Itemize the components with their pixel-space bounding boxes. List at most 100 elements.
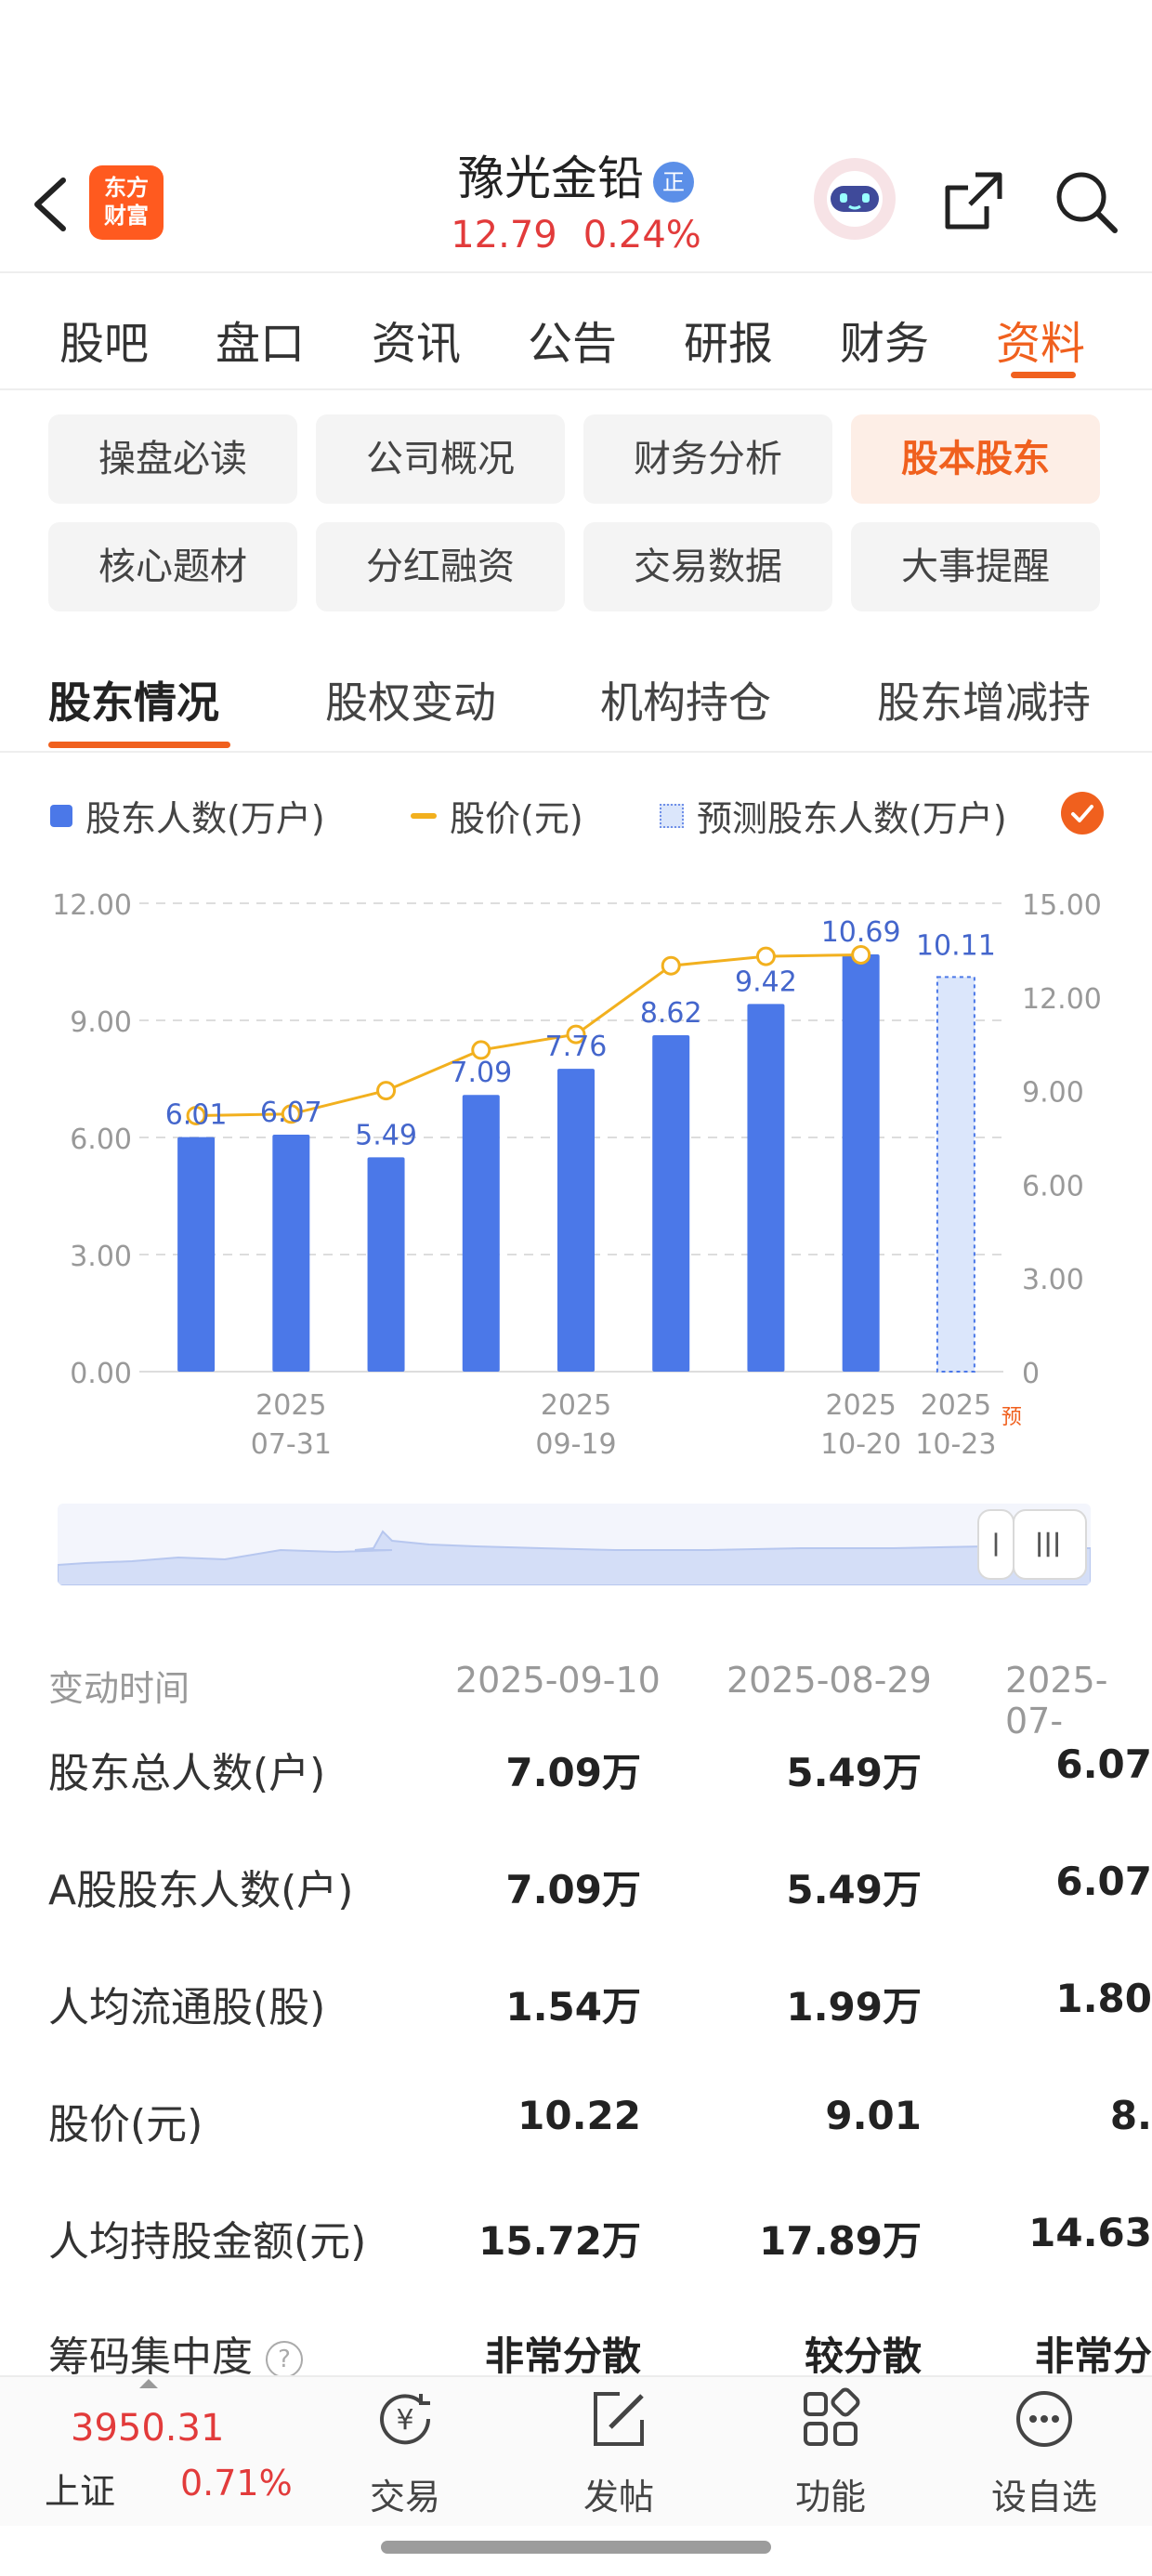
slider-handle-left[interactable] [977,1509,1015,1580]
bar-data-label: 8.62 [640,997,702,1030]
price-point [281,1104,301,1124]
chip-shareholders[interactable]: 股本股东 [851,414,1100,504]
edit-icon [594,2392,644,2446]
chip-events[interactable]: 大事提醒 [851,522,1100,611]
row-label-a-share-holders: A股股东人数(户) [48,1867,354,1914]
table-cell: 10.22 [517,2093,641,2138]
bar-data-label: 7.09 [450,1057,512,1089]
help-icon[interactable]: ? [266,2341,303,2378]
holders-bar [652,1034,690,1372]
y-left-tick-label: 12.00 [52,889,132,922]
price-point [471,1040,491,1060]
share-icon[interactable] [938,165,1009,236]
price-line [196,953,861,1117]
index-name[interactable]: 上证 [45,2471,116,2512]
bar-data-label: 7.76 [545,1031,608,1063]
table-cell: 14.63 [1028,2210,1152,2255]
chip-financial-analysis[interactable]: 财务分析 [583,414,832,504]
holders-chart: 0.00 3.00 6.00 9.00 12.00 0 3.00 6.00 9.00 12.00 1… [52,889,1102,1461]
search-icon[interactable] [1050,165,1120,236]
tab-pankou[interactable]: 盘口 [216,318,306,370]
holders-bar [747,1004,785,1372]
legend-forecast-label: 预测股东人数(万户) [697,798,1007,839]
stock-name: 豫光金铅 [458,151,644,205]
robot-avatar-icon[interactable] [814,158,896,240]
bar-data-label: 9.42 [735,966,797,998]
chip-company-overview[interactable]: 公司概况 [316,414,565,504]
holders-bar [557,1069,595,1372]
legend-holders[interactable]: 股东人数(万户) [50,790,325,841]
index-value[interactable]: 3950.31 [71,2407,225,2450]
table-cell: 6.07 [1055,1741,1152,1787]
active-tab-indicator [1011,372,1076,378]
y-right-tick-label: 0 [1022,1358,1040,1390]
y-right-tick-label: 6.00 [1022,1170,1084,1203]
holders-bar [177,1137,216,1372]
tab-finance[interactable]: 财务 [840,318,930,370]
legend-forecast-swatch [660,803,684,828]
check-icon[interactable] [1061,792,1104,835]
grid-icon [804,2387,860,2446]
bar-data-label: 10.69 [821,916,901,949]
price-point [186,1105,206,1125]
yen-cycle-icon: ¥ [380,2394,431,2445]
forecast-bar [936,976,975,1373]
subtab-institution-holdings[interactable]: 机构持仓 [600,677,771,728]
slider-handle-right[interactable] [1013,1509,1087,1580]
chip-trading-essentials[interactable]: 操盘必读 [48,414,297,504]
x-tick-label: 09-19 [535,1428,616,1461]
y-right-tick-label: 3.00 [1022,1264,1084,1296]
table-cell: 较分散 [804,2333,922,2379]
stock-quote: 12.79 0.24% [0,214,1152,256]
table-col-3: 2025-07- [1005,1660,1108,1741]
forecast-marker-label: 预 [1001,1406,1022,1429]
row-label-avg-holding-value: 人均持股金额(元) [48,2218,367,2266]
bar-data-label: 5.49 [355,1119,417,1151]
legend-bar-swatch [50,804,72,827]
forecast-data-label: 10.11 [916,929,996,962]
home-indicator[interactable] [381,2541,771,2554]
back-icon[interactable] [26,167,82,242]
active-subtab-indicator [48,742,230,748]
svg-text:¥: ¥ [396,2404,413,2437]
table-cell: 7.09万 [505,1750,641,1795]
chip-core-themes[interactable]: 核心题材 [48,522,297,611]
subtab-equity-changes[interactable]: 股权变动 [325,677,496,728]
legend-forecast[interactable]: 预测股东人数(万户) [660,790,1007,841]
chip-trading-data[interactable]: 交易数据 [583,522,832,611]
price-point [661,955,681,976]
tab-news[interactable]: 资讯 [372,318,462,370]
table-cell: 1.99万 [786,1984,922,2030]
table-cell: 5.49万 [786,1750,922,1795]
y-left-tick-label: 0.00 [70,1358,132,1390]
divider [0,388,1152,390]
y-left-tick-label: 3.00 [70,1241,132,1273]
nav-functions[interactable]: 功能 [756,2386,905,2519]
bottom-bar [0,2375,1152,2526]
tab-profile[interactable]: 资料 [996,318,1086,370]
nav-trade-label: 交易 [369,2477,440,2517]
tab-research[interactable]: 研报 [684,318,774,370]
expand-caret-icon[interactable] [139,2379,158,2388]
table-cell: 1.54万 [505,1984,641,2030]
legend-price[interactable]: 股价(元) [411,790,583,841]
table-cell: 非常分 [1034,2333,1152,2379]
index-change-pct[interactable]: 0.71% [180,2463,293,2504]
holders-bar [462,1095,500,1372]
price-point [376,1081,397,1101]
table-col-1: 2025-09-10 [455,1660,661,1701]
range-slider[interactable] [58,1504,1091,1585]
tab-announcements[interactable]: 公告 [528,318,618,370]
divider [0,751,1152,753]
nav-trade[interactable]: ¥ 交易 [331,2386,479,2519]
nav-add-watchlist[interactable]: 设自选 [970,2386,1119,2519]
logo-text-1: 东方 [104,175,149,201]
table-cell: 1.80 [1055,1976,1152,2021]
x-tick-label: 2025 [825,1389,896,1422]
subtab-holder-changes[interactable]: 股东增减持 [877,677,1091,728]
subtab-shareholders[interactable]: 股东情况 [48,677,219,728]
holders-bar [272,1135,310,1372]
nav-post[interactable]: 发帖 [544,2386,693,2519]
tab-guba[interactable]: 股吧 [59,318,150,370]
chip-dividends[interactable]: 分红融资 [316,522,565,611]
